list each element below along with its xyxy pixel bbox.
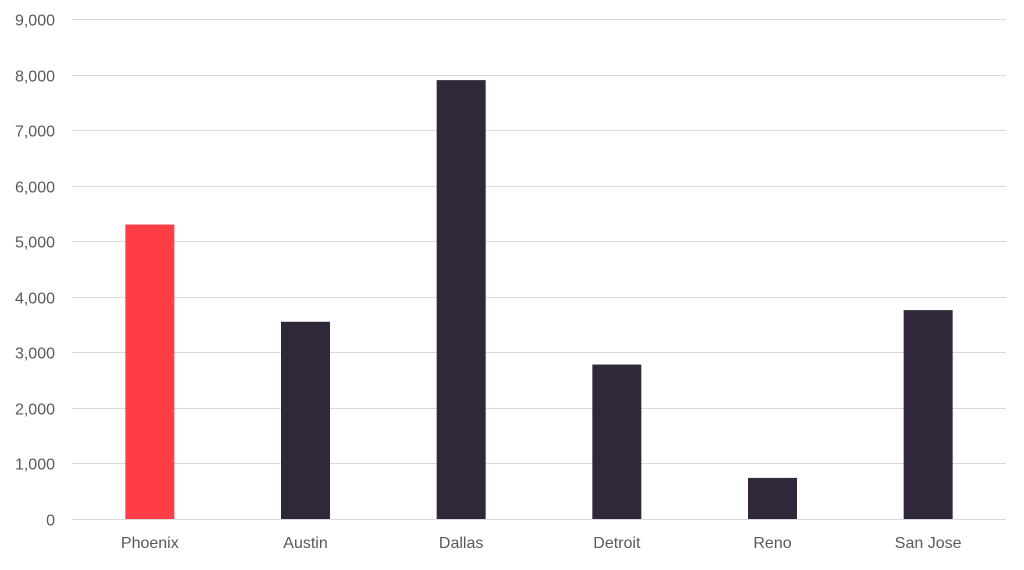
y-tick-label: 0 xyxy=(46,513,55,530)
y-tick-label: 3,000 xyxy=(15,346,55,363)
gridlines xyxy=(72,19,1006,520)
y-tick-label: 6,000 xyxy=(15,180,55,197)
bar-dallas xyxy=(436,80,486,519)
x-category-label: San Jose xyxy=(895,535,962,552)
bar-detroit xyxy=(592,364,642,519)
x-axis-labels: Phoenix Austin Dallas Detroit Reno San Jose xyxy=(121,535,962,552)
y-tick-label: 2,000 xyxy=(15,402,55,419)
y-tick-label: 4,000 xyxy=(15,291,55,308)
y-tick-label: 5,000 xyxy=(15,235,55,252)
y-axis-ticks: 0 1,000 2,000 3,000 4,000 5,000 6,000 7,000 8,00… xyxy=(15,13,55,530)
y-tick-label: 8,000 xyxy=(15,69,55,86)
bar-phoenix xyxy=(125,224,175,520)
y-tick-label: 7,000 xyxy=(15,124,55,141)
y-tick-label: 1,000 xyxy=(15,457,55,474)
x-category-label: Austin xyxy=(283,535,327,552)
x-category-label: Dallas xyxy=(439,535,483,552)
bar-san-jose xyxy=(903,310,953,519)
x-category-label: Detroit xyxy=(593,535,641,552)
bar-austin xyxy=(281,321,330,519)
bars xyxy=(125,80,953,520)
y-tick-label: 9,000 xyxy=(15,13,55,30)
bar-reno xyxy=(748,477,797,519)
x-category-label: Phoenix xyxy=(121,535,179,552)
x-category-label: Reno xyxy=(753,535,791,552)
